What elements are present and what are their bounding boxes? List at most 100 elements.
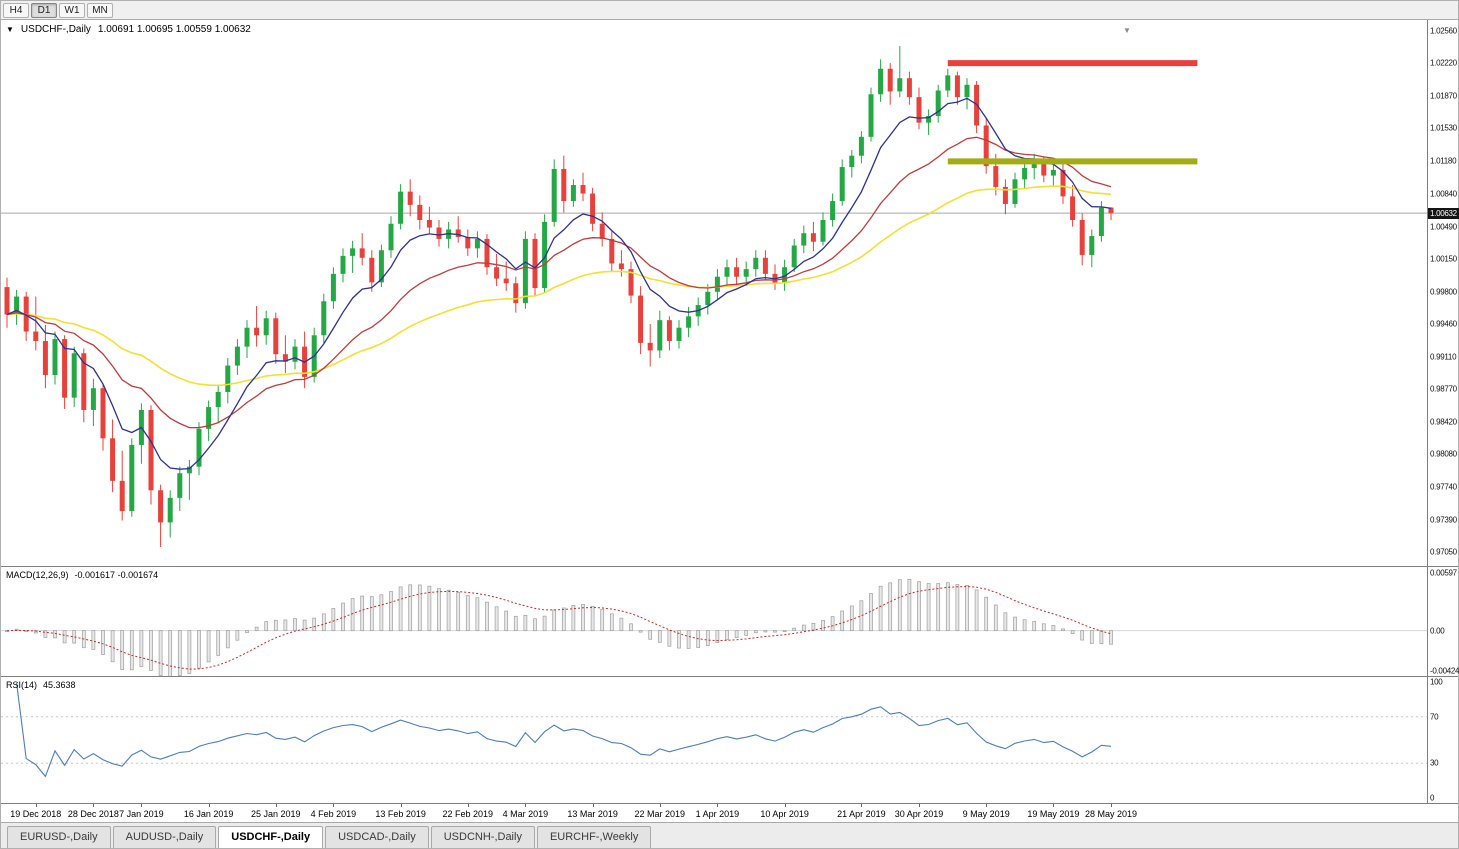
time-axis[interactable]: 19 Dec 2018 28 Dec 2018 7 Jan 2019 16 Jan 2…: [1, 803, 1458, 822]
rsi-axis[interactable]: 100 70 30 0: [1427, 677, 1458, 803]
timeframe-toolbar: H4 D1 W1 MN: [1, 1, 1458, 20]
candle-body: [42, 340, 48, 375]
macd-histogram-bar: [302, 619, 307, 632]
macd-histogram-bar: [427, 585, 432, 632]
timeframe-button-mn[interactable]: MN: [87, 2, 113, 18]
time-axis-label: 28 Dec 2018: [67, 809, 119, 819]
macd-plot[interactable]: MACD(12,26,9) -0.001617 -0.001674: [1, 567, 1427, 676]
macd-histogram-bar: [369, 596, 374, 632]
macd-histogram-bar: [984, 596, 989, 632]
ma-line-20: [6, 136, 1112, 429]
candle-body: [225, 365, 231, 393]
macd-histogram-bar: [993, 604, 998, 632]
macd-histogram-bar: [648, 630, 653, 640]
macd-histogram-bar: [408, 584, 413, 632]
timeframe-button-h4[interactable]: H4: [3, 2, 29, 18]
candle-body: [81, 353, 87, 410]
candle-body: [494, 267, 500, 279]
chart-tab-eurusd-daily[interactable]: EURUSD-,Daily: [7, 826, 111, 848]
candle-body: [484, 238, 490, 268]
timeframe-button-d1[interactable]: D1: [31, 2, 57, 18]
macd-histogram-bar: [110, 630, 115, 663]
macd-histogram-bar: [629, 623, 633, 632]
candle-body: [158, 490, 164, 523]
macd-histogram-bar: [782, 630, 787, 633]
candle-body: [801, 233, 807, 246]
candle-body: [993, 166, 999, 187]
macd-histogram-bar: [283, 619, 288, 632]
time-axis-tick: [986, 804, 988, 807]
timeframe-button-w1[interactable]: W1: [59, 2, 85, 18]
macd-histogram-bar: [350, 598, 355, 632]
macd-histogram-bar: [533, 618, 537, 632]
candle-body: [705, 291, 711, 306]
macd-histogram-bar: [360, 595, 365, 632]
macd-histogram-bar: [62, 630, 67, 644]
candle-body: [686, 316, 692, 328]
chart-tab-usdchf-daily[interactable]: USDCHF-,Daily: [218, 826, 324, 848]
price-axis-label: 0.97390: [1430, 515, 1457, 525]
macd-histogram-bar: [705, 630, 710, 646]
candle-body: [666, 320, 672, 341]
candle-body: [734, 267, 740, 277]
price-chart-plot[interactable]: ▼ USDCHF-,Daily 1.00691 1.00695 1.00559 …: [1, 20, 1427, 566]
macd-histogram-bar: [245, 630, 249, 633]
chart-tab-eurchf-weekly[interactable]: EURCHF-,Weekly: [536, 826, 652, 848]
price-axis-label: 1.01870: [1430, 91, 1457, 101]
price-chart-canvas: [1, 46, 1427, 548]
candle-body: [100, 388, 106, 439]
macd-histogram-bar: [907, 578, 912, 632]
chart-shift-marker-icon[interactable]: ▼: [1123, 26, 1131, 35]
macd-histogram-bar: [206, 630, 211, 663]
candle-body: [62, 339, 68, 398]
chart-symbol-triangle-icon: ▼: [6, 25, 14, 34]
macd-histogram-bar: [1032, 620, 1037, 632]
candle-body: [1108, 207, 1114, 214]
macd-histogram-bar: [264, 621, 269, 632]
macd-histogram-bar: [542, 615, 547, 632]
macd-histogram-bar: [24, 630, 29, 633]
time-axis-tick: [861, 804, 863, 807]
candle-body: [926, 116, 932, 123]
time-axis-label: 10 Apr 2019: [760, 809, 809, 819]
candle-body: [1002, 186, 1008, 204]
candle-body: [388, 223, 394, 251]
candle-body: [196, 428, 202, 467]
macd-axis[interactable]: 0.00597 0.00 -0.00424: [1427, 567, 1459, 676]
price-axis[interactable]: 1.00632 1.02560 1.02220 1.01870 1.01530 1.01…: [1427, 20, 1459, 566]
chart-tab-usdcad-daily[interactable]: USDCAD-,Daily: [325, 826, 429, 848]
price-axis-label: 1.00840: [1430, 189, 1457, 199]
price-axis-label: 1.02560: [1430, 26, 1457, 36]
time-axis-tick: [35, 804, 37, 807]
macd-histogram-bar: [849, 605, 854, 632]
candle-body: [954, 75, 960, 98]
time-axis-tick: [1111, 804, 1112, 807]
time-axis-tick: [333, 804, 335, 807]
rsi-axis-label: 100: [1430, 677, 1443, 687]
macd-histogram-bar: [235, 630, 240, 641]
candle-body: [570, 185, 576, 202]
candle-body: [350, 248, 356, 256]
chart-tab-bar: EURUSD-,Daily AUDUSD-,Daily USDCHF-,Daily U…: [1, 822, 1458, 848]
rsi-plot[interactable]: RSI(14) 45.3638: [1, 677, 1427, 803]
macd-histogram-bar: [129, 630, 134, 671]
candle-body: [378, 250, 384, 283]
macd-axis-label: -0.00424: [1430, 666, 1459, 676]
macd-histogram-bar: [1099, 630, 1104, 645]
candle-body: [273, 318, 279, 355]
macd-title: MACD(12,26,9) -0.001617 -0.001674: [6, 570, 158, 580]
chart-tab-usdcnh-daily[interactable]: USDCNH-,Daily: [430, 826, 535, 848]
price-axis-label: 0.98080: [1430, 449, 1457, 459]
candle-body: [983, 125, 989, 167]
time-axis-label: 9 May 2019: [962, 809, 1010, 819]
time-axis-tick: [525, 804, 527, 807]
macd-histogram-bar: [677, 630, 681, 649]
macd-histogram-bar: [955, 584, 960, 632]
macd-histogram-bar: [465, 595, 470, 632]
candle-body: [839, 167, 845, 202]
chart-tab-audusd-daily[interactable]: AUDUSD-,Daily: [112, 826, 217, 848]
time-axis-tick: [1053, 804, 1055, 807]
rsi-title: RSI(14) 45.3638: [6, 680, 76, 690]
rsi-axis-label: 70: [1430, 712, 1439, 722]
macd-histogram-bar: [773, 630, 777, 633]
